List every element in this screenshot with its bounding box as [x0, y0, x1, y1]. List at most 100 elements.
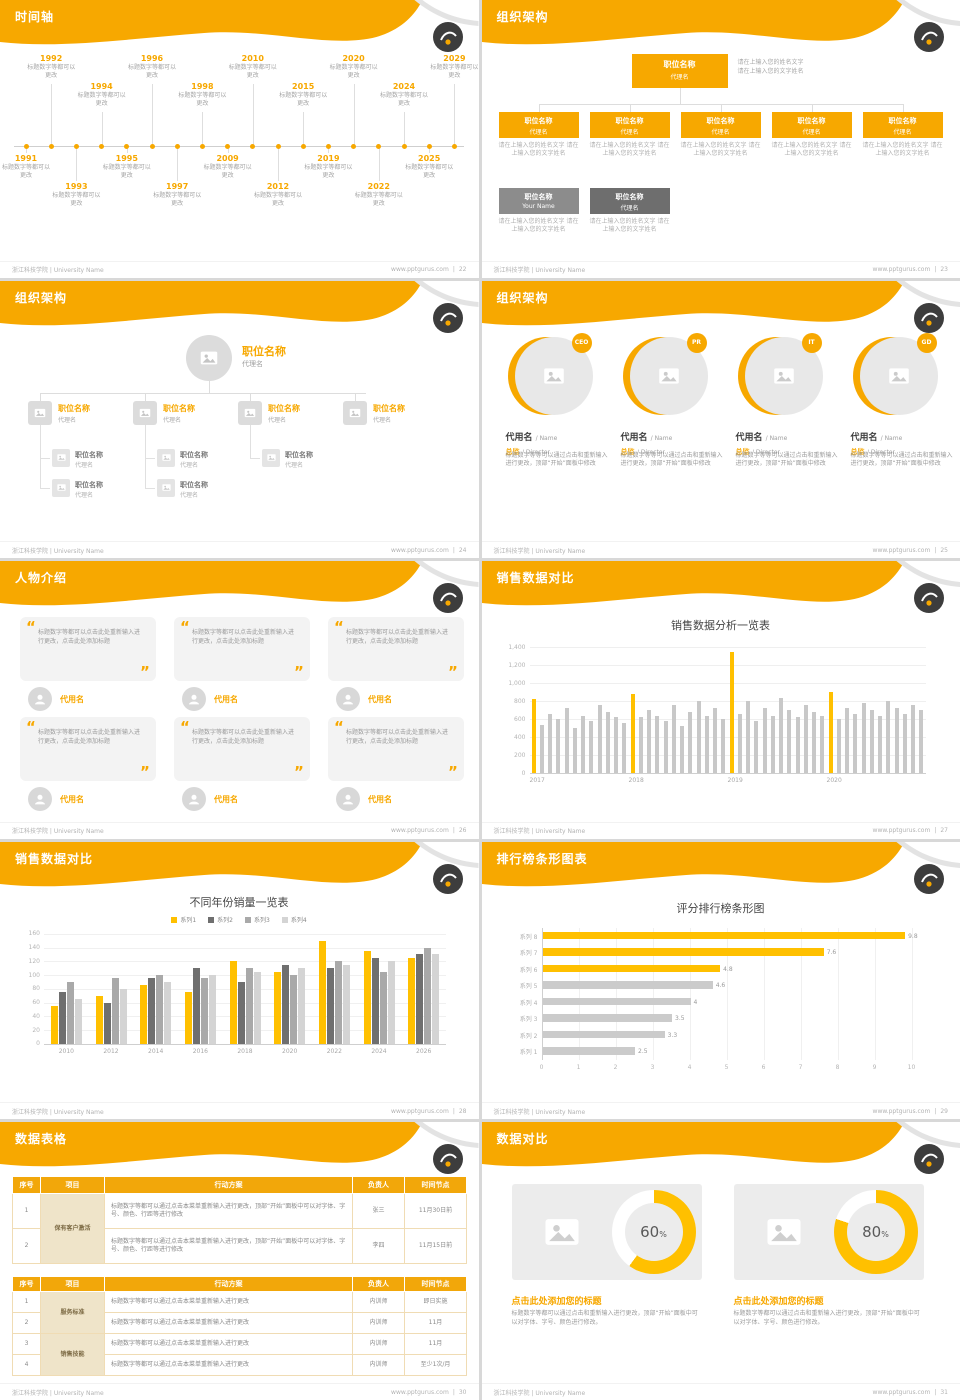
footer-separator: | — [934, 827, 937, 835]
timeline-item: 1995 标题数字等都可以更改 — [103, 154, 151, 179]
timeline-year: 2012 — [266, 182, 290, 191]
bar — [614, 717, 619, 774]
bar — [828, 692, 833, 774]
slide-title: 数据对比 — [496, 1132, 549, 1147]
org-box-sub: 代理名 — [711, 129, 730, 136]
timeline-caption: 标题数字等都可以更改 — [228, 64, 277, 79]
org-box: 职位名称 代理名 — [498, 112, 579, 138]
header-wave — [481, 841, 960, 887]
org-subnode-sub: 代理名 — [75, 491, 94, 499]
member-role: 总监 — [620, 447, 637, 456]
bar — [919, 710, 924, 774]
header-wave — [0, 1122, 479, 1167]
axis-line — [529, 773, 926, 775]
image-placeholder-icon — [762, 1210, 806, 1254]
table-cell: 服务标准 — [40, 1291, 105, 1335]
member-name-en: / Name — [765, 434, 788, 442]
y-tick-label: 0 — [36, 1040, 40, 1048]
timeline-caption: 标题数字等都可以更改 — [329, 64, 378, 79]
footer-separator: | — [452, 546, 455, 554]
bar — [812, 711, 817, 774]
footer-site: www.pptgurus.com — [872, 266, 931, 274]
person-name: 代用名 — [60, 695, 84, 705]
value-label: 4 — [693, 998, 698, 1006]
footer-school: 浙江科技学院 | University Name — [493, 1389, 586, 1397]
close-quote-icon: ” — [448, 663, 458, 682]
org-node-sub: 代理名 — [163, 416, 182, 424]
org-box-caption: 请在上输入您的姓名文字 请在上输入您的文字姓名 — [771, 142, 852, 158]
timeline-dot — [300, 143, 306, 149]
close-quote-icon: ” — [294, 663, 304, 682]
org-connector — [355, 392, 356, 401]
org-subnode-label: 职位名称 — [180, 480, 208, 489]
timeline-year: 1996 — [140, 54, 164, 63]
timeline-connector — [26, 148, 27, 153]
header-wave — [0, 841, 479, 887]
org-box-sub: 代理名 — [620, 129, 639, 136]
slide-title: 销售数据对比 — [15, 851, 94, 866]
timeline-year: 2022 — [367, 182, 390, 191]
timeline-dot — [376, 143, 382, 149]
school-logo-icon — [914, 1132, 944, 1175]
org-node-label: 职位名称 — [373, 403, 405, 413]
grid-line — [44, 988, 446, 990]
bar — [156, 975, 164, 1044]
footer-separator: | — [934, 266, 937, 274]
x-tick-label: 2026 — [416, 1047, 432, 1055]
timeline-item: 2024 标题数字等都可以更改 — [380, 82, 428, 107]
timeline-item: 2010 标题数字等都可以更改 — [229, 54, 277, 79]
timeline-year: 1992 — [40, 54, 63, 63]
member-badge: GD — [916, 332, 937, 353]
person-icon — [182, 687, 206, 712]
member-role-row: 总监 / Director — [736, 439, 840, 458]
bar — [671, 704, 676, 774]
legend-label: 系列3 — [254, 917, 270, 925]
school-logo-icon — [432, 852, 463, 894]
bar — [95, 995, 103, 1044]
open-quote-icon: “ — [180, 718, 190, 737]
timeline-item: 2020 标题数字等都可以更改 — [330, 54, 378, 79]
timeline-year: 1997 — [166, 182, 189, 191]
org-node-sub: 代理名 — [373, 416, 392, 424]
bar — [655, 715, 660, 774]
bar — [542, 1014, 672, 1022]
axis-line — [541, 927, 543, 1060]
org-root-sub: 代理名 — [670, 74, 689, 81]
bar — [564, 708, 569, 774]
member-role-row: 总监 / Director — [621, 439, 725, 458]
x-tick-label: 0 — [539, 1063, 544, 1071]
table-cell: 李四 — [352, 1228, 405, 1265]
x-tick-label: 4 — [687, 1063, 692, 1071]
school-logo-icon — [914, 10, 944, 52]
bar — [66, 981, 74, 1044]
timeline-connector — [152, 84, 153, 146]
value-label: 4.6 — [715, 982, 726, 990]
timeline-item: 1994 标题数字等都可以更改 — [78, 82, 126, 107]
open-quote-icon: “ — [26, 618, 36, 637]
bar — [379, 971, 387, 1044]
quote-text: 标题数字等都可以点击此处重新输入进行更改，点击此处添加标题 — [346, 729, 449, 745]
legend-item: 系列4 — [281, 915, 307, 924]
bar — [878, 715, 883, 774]
timeline-caption: 标题数字等都可以更改 — [279, 92, 328, 107]
timeline-item: 2015 标题数字等都可以更改 — [279, 82, 327, 107]
member-badge: PR — [686, 332, 707, 353]
table-cell: 4 — [12, 1354, 41, 1377]
footer-separator: | — [934, 546, 937, 554]
y-tick-label: 1,400 — [508, 643, 526, 651]
slide-24: 组织架构 职位名称 代理名 职位名称 代理名 职位名称 代理名 职位名称 代理名 职位名称 代理名… — [0, 280, 479, 559]
quote-text: 标题数字等都可以点击此处重新输入进行更改，点击此处添加标题 — [192, 729, 295, 745]
bar — [542, 931, 906, 940]
grid-line — [529, 755, 926, 757]
org-root-label: 职位名称 — [242, 344, 286, 358]
bar — [597, 704, 602, 774]
timeline-caption: 标题数字等都可以更改 — [77, 92, 126, 107]
donut-center: 60% — [624, 1203, 683, 1262]
school-logo-icon — [432, 1132, 463, 1175]
bar — [245, 968, 253, 1044]
org-connector — [40, 424, 41, 489]
bar — [663, 720, 668, 774]
image-placeholder-icon — [262, 448, 280, 467]
donut-value: 80 — [862, 1223, 882, 1242]
chart-title: 评分排行榜条形图 — [676, 901, 765, 915]
